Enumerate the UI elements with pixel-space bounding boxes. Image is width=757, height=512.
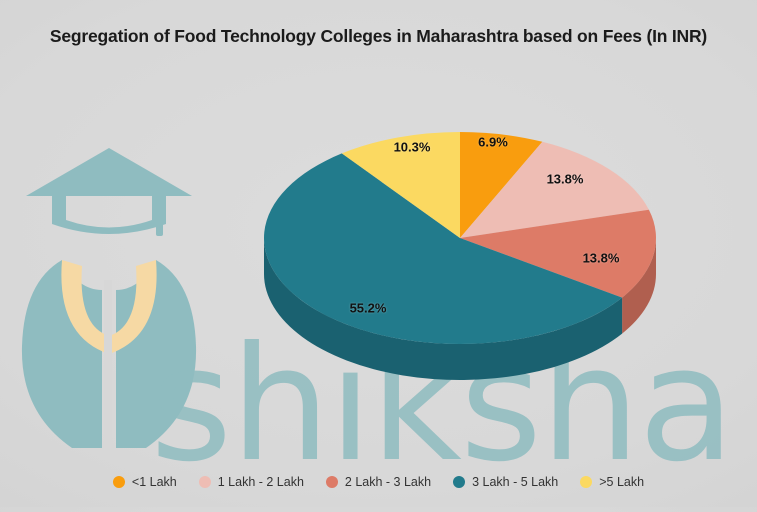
legend-item-label: >5 Lakh <box>599 475 645 489</box>
legend-item-label: 2 Lakh - 3 Lakh <box>344 475 432 489</box>
legend-color-swatch-icon <box>453 476 466 488</box>
pie-slice-value-label: 13.8% <box>582 250 620 266</box>
legend-item-label: 1 Lakh - 2 Lakh <box>217 475 304 489</box>
pie-slice[interactable] <box>341 132 460 238</box>
legend-item[interactable]: 2 Lakh - 3 Lakh <box>325 475 432 489</box>
legend-item[interactable]: 3 Lakh - 5 Lakh <box>453 475 558 489</box>
pie-slice-value-label: 6.9% <box>478 134 508 150</box>
legend-item[interactable]: 1 Lakh - 2 Lakh <box>198 475 304 489</box>
pie-slice[interactable] <box>263 153 623 345</box>
legend-item-label: 3 Lakh - 5 Lakh <box>472 475 559 489</box>
legend-color-swatch-icon <box>198 476 211 488</box>
legend-color-swatch-icon <box>580 476 593 488</box>
pie-slice-value-label: 10.3% <box>393 139 431 155</box>
pie-slice-value-label: 13.8% <box>546 171 584 187</box>
pie-slice[interactable] <box>460 132 543 238</box>
pie-slice[interactable] <box>460 209 657 298</box>
legend-item-label: <1 Lakh <box>131 475 177 489</box>
pie-slice-value-label: 55.2% <box>349 300 387 316</box>
chart-legend: <1 Lakh 1 Lakh - 2 Lakh 2 Lakh - 3 Lakh 3 L… <box>0 475 757 489</box>
legend-color-swatch-icon <box>112 476 125 488</box>
pie-slice[interactable] <box>460 141 649 238</box>
chart-title: Segregation of Food Technology Colleges … <box>49 26 708 46</box>
pie-slice-side <box>622 238 656 334</box>
legend-item[interactable]: >5 Lakh <box>580 475 644 489</box>
legend-color-swatch-icon <box>325 476 338 488</box>
pie-slice-side <box>264 238 623 380</box>
legend-item[interactable]: <1 Lakh <box>112 475 177 489</box>
